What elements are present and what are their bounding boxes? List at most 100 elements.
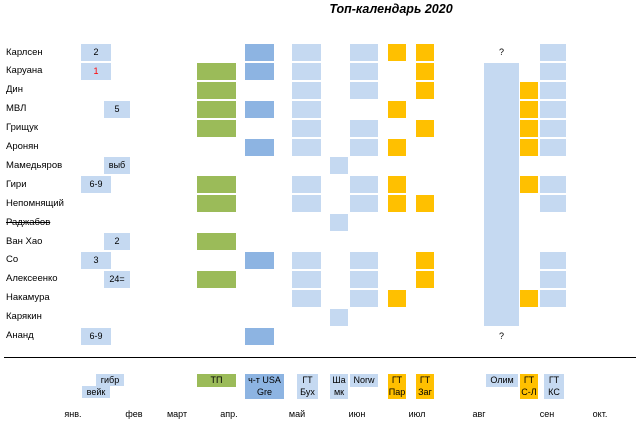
result-cell: 3: [81, 251, 111, 269]
participation-cell-us_champ: [245, 138, 274, 156]
participation-cell-olympiad: [484, 81, 519, 99]
participation-cell-gt_kc: [540, 119, 566, 137]
result-cell: 2: [104, 233, 130, 250]
player-name: Карлсен: [6, 46, 43, 58]
participation-cell-gt_kc: [540, 270, 566, 288]
month-label: май: [288, 409, 306, 419]
result-cell: 1: [81, 62, 111, 80]
result-cell: 6-9: [81, 176, 111, 194]
participation-cell-candidates: [197, 100, 236, 118]
participation-cell-olympiad: [484, 308, 519, 326]
participation-cell-gt_paris: [388, 100, 406, 118]
legend-box-shamkir: Ша мк: [330, 374, 348, 399]
participation-cell-norway: [350, 62, 378, 80]
legend-box-olympiad: Олим: [486, 374, 518, 387]
participation-cell-gt_buch: [292, 62, 321, 80]
participation-cell-gt_zagreb: [416, 119, 434, 137]
player-name: Карякин: [6, 311, 42, 323]
player-name: Накамура: [6, 292, 50, 304]
legend-label-norway: Norw: [353, 375, 375, 385]
participation-cell-gt_kc: [540, 195, 566, 213]
legend-box-us_champ: ч-т USA Gre: [245, 374, 284, 399]
result-label: 3: [93, 254, 99, 265]
legend-label-gt_zagreb: ГТ: [419, 375, 431, 385]
month-label: янв.: [64, 409, 82, 419]
participation-cell-olympiad: [484, 176, 519, 194]
participation-cell-gt_kc: [540, 81, 566, 99]
participation-cell-us_champ: [245, 327, 274, 345]
question-mark: ?: [499, 47, 505, 57]
month-label: июл: [408, 409, 426, 419]
month-label: окт.: [592, 409, 608, 419]
participation-cell-gt_zagreb: [416, 251, 434, 269]
participation-cell-gt_zagreb: [416, 44, 434, 61]
participation-cell-gt_kc: [540, 138, 566, 156]
player-name: Дин: [6, 84, 23, 96]
chart-title: Топ-календарь 2020: [329, 2, 453, 16]
participation-cell-gt_zagreb: [416, 195, 434, 213]
legend-label-shamkir: Ша: [332, 375, 346, 385]
legend-label-gt_buch: Бух: [300, 387, 315, 397]
player-name: Со: [6, 254, 19, 266]
participation-cell-gt_kc: [540, 251, 566, 269]
participation-cell-olympiad: [484, 157, 519, 175]
legend-label-gt_kc: ГТ: [548, 375, 560, 385]
participation-cell-gt_stl: [520, 119, 538, 137]
participation-cell-shamkir: [330, 214, 348, 232]
legend-label-gt_buch: ГТ: [302, 375, 313, 385]
legend-label-gt_zagreb: Заг: [418, 387, 432, 397]
participation-cell-gt_buch: [292, 44, 321, 61]
participation-cell-olympiad: [484, 214, 519, 232]
result-label: 24=: [109, 273, 125, 284]
question-mark: ?: [499, 330, 505, 341]
participation-cell-gt_buch: [292, 195, 321, 213]
participation-cell-shamkir: [330, 308, 348, 326]
participation-cell-gt_kc: [540, 176, 566, 194]
participation-cell-norway: [350, 138, 378, 156]
player-name: Гири: [6, 178, 27, 190]
participation-cell-gt_stl: [520, 100, 538, 118]
result-label: 1: [93, 65, 99, 76]
participation-cell-olympiad: [484, 270, 519, 288]
result-label: 2: [93, 47, 99, 57]
participation-cell-us_champ: [245, 100, 274, 118]
participation-cell-gt_kc: [540, 44, 566, 61]
player-name: Аронян: [6, 141, 39, 152]
participation-cell-candidates: [197, 119, 236, 137]
result-label: 6-9: [89, 330, 103, 341]
result-label: 2: [114, 236, 120, 246]
legend-box-norway: Norw: [350, 374, 378, 387]
legend-label-gibraltar: гибр: [96, 374, 124, 386]
participation-cell-olympiad: [484, 100, 519, 118]
player-name: Каруана: [6, 65, 43, 77]
participation-cell-gt_paris: [388, 176, 406, 194]
result-label: 6-9: [89, 179, 103, 190]
participation-cell-gt_zagreb: [416, 81, 434, 99]
participation-cell-gt_buch: [292, 81, 321, 99]
participation-cell-gt_kc: [540, 289, 566, 307]
participation-cell-gt_kc: [540, 100, 566, 118]
legend-box-gt_buch: ГТ Бух: [297, 374, 318, 399]
participation-cell-gt_buch: [292, 251, 321, 269]
legend-box-gt_stl: ГТ С-Л: [520, 374, 538, 399]
participation-cell-norway: [350, 119, 378, 137]
participation-cell-shamkir: [330, 157, 348, 175]
participation-cell-olympiad: [484, 62, 519, 80]
participation-cell-gt_buch: [292, 119, 321, 137]
player-name: МВЛ: [6, 103, 27, 115]
legend-label-shamkir: мк: [333, 387, 345, 397]
timeline-divider: [4, 357, 636, 358]
participation-cell-olympiad: [484, 251, 519, 269]
participation-cell-norway: [350, 44, 378, 61]
player-name: Грищук: [6, 122, 39, 134]
legend-label-gt_kc: КС: [548, 387, 560, 397]
legend-box-gt_paris: ГТ Пар: [388, 374, 406, 399]
participation-cell-norway: [350, 270, 378, 288]
participation-cell-olympiad: [484, 233, 519, 250]
result-label: выб: [108, 160, 126, 171]
participation-cell-gt_kc: [540, 62, 566, 80]
result-cell: 5: [104, 100, 130, 118]
legend-box-candidates: ТП: [197, 374, 236, 387]
participation-cell-candidates: [197, 270, 236, 288]
participation-cell-gt_paris: [388, 195, 406, 213]
